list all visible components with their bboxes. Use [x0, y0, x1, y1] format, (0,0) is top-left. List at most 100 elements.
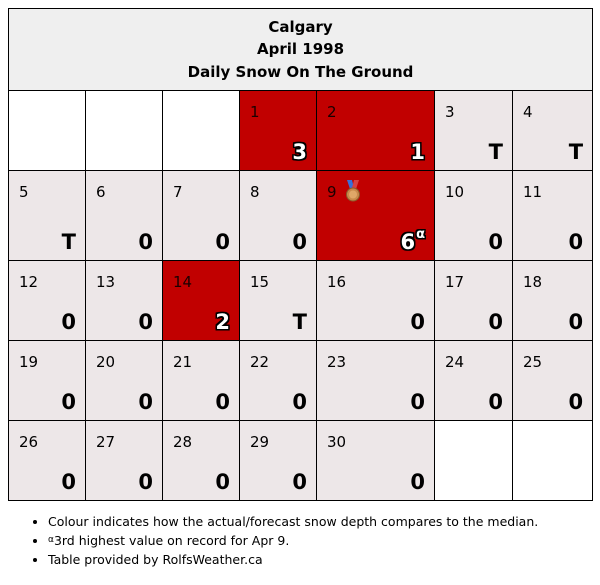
snow-depth-value: 0 [410, 390, 425, 414]
calendar-day-cell: 27 0 [85, 420, 163, 501]
calendar-day-cell: 22 0 [239, 340, 317, 421]
snow-depth-value: T [293, 310, 307, 334]
day-number: 28 [173, 433, 193, 451]
snow-depth-number: 1 [410, 140, 425, 164]
day-number: 13 [96, 273, 116, 291]
snow-depth-number: 0 [292, 390, 307, 414]
calendar-day-cell: 17 0 [434, 260, 513, 341]
note-credit: Table provided by RolfsWeather.ca [48, 550, 538, 569]
snow-depth-value: 0 [215, 230, 230, 254]
calendar-day-cell: 25 0 [511, 340, 594, 421]
snow-depth-number: 0 [568, 390, 584, 414]
day-number: 15 [250, 273, 270, 291]
snow-depth-value: 0 [61, 390, 76, 414]
calendar-day-cell: 18 0 [511, 260, 594, 341]
calendar-empty-cell [434, 420, 513, 501]
snow-depth-number: 0 [292, 230, 307, 254]
record-marker: α [416, 227, 425, 242]
day-number: 25 [523, 353, 543, 371]
day-number: 19 [19, 353, 39, 371]
snow-depth-value: 0 [215, 470, 230, 494]
snow-depth-number: 6 [400, 230, 416, 254]
calendar-day-cell: 20 0 [85, 340, 163, 421]
snow-depth-value: T [569, 140, 583, 164]
snow-depth-number: 2 [215, 310, 230, 334]
city-title: Calgary [268, 17, 333, 36]
snow-depth-number: 0 [568, 310, 584, 334]
calendar-empty-cell [162, 90, 240, 171]
day-number: 5 [19, 183, 29, 201]
day-number: 21 [173, 353, 193, 371]
snow-depth-number: 0 [488, 230, 503, 254]
snow-depth-value: T [62, 230, 76, 254]
day-number: 22 [250, 353, 270, 371]
snow-depth-value: 0 [61, 470, 76, 494]
snow-depth-number: 0 [410, 310, 425, 334]
day-number: 14 [173, 273, 193, 291]
note-credit-text: Table provided by RolfsWeather.ca [48, 552, 263, 567]
day-number: 18 [523, 273, 543, 291]
calendar-empty-cell [85, 90, 163, 171]
snow-depth-value: 0 [488, 230, 503, 254]
snow-depth-number: 0 [568, 230, 584, 254]
day-number: 23 [327, 353, 347, 371]
snow-depth-number: 3 [292, 140, 307, 164]
calendar-day-cell: 16 0 [316, 260, 435, 341]
calendar-day-cell: 29 0 [239, 420, 317, 501]
calendar-day-cell: 21 0 [162, 340, 240, 421]
snow-depth-value: 0 [138, 310, 153, 334]
snow-depth-number: 0 [215, 470, 230, 494]
snow-depth-number: T [292, 310, 307, 334]
snow-depth-number: 0 [410, 470, 425, 494]
calendar-day-cell: 14 2 [162, 260, 240, 341]
snow-depth-value: 0 [568, 310, 583, 334]
snow-depth-value: T [489, 140, 503, 164]
day-number: 1 [250, 103, 260, 121]
snow-depth-number: 0 [61, 470, 76, 494]
calendar-day-cell: 12 0 [8, 260, 86, 341]
snow-depth-value: 0 [292, 390, 307, 414]
note-record: α3rd highest value on record for Apr 9. [48, 531, 538, 550]
calendar-day-cell: 10 0 [434, 170, 513, 261]
snow-depth-value: 1 [410, 140, 425, 164]
day-number: 4 [523, 103, 533, 121]
snow-depth-value: 0 [61, 310, 76, 334]
day-number: 6 [96, 183, 106, 201]
snow-depth-number: 0 [138, 390, 153, 414]
calendar-empty-cell [511, 420, 594, 501]
snow-depth-number: 0 [488, 310, 503, 334]
snow-depth-value: 0 [138, 230, 153, 254]
day-number: 11 [523, 183, 543, 201]
snow-depth-value: 6α [400, 227, 425, 254]
day-number: 3 [445, 103, 455, 121]
snow-calendar-table: Calgary April 1998 Daily Snow On The Gro… [7, 8, 594, 501]
day-number: 10 [445, 183, 465, 201]
snow-depth-number: 0 [488, 390, 503, 414]
calendar-body: 1 3 2 1 3 T 4 T 5 T 6 0 7 0 8 0 9 6α 10 0 11 0 12 0 13 0 14 2 15 T 16 0… [8, 90, 594, 501]
calendar-day-cell: 23 0 [316, 340, 435, 421]
snow-depth-number: 0 [215, 230, 230, 254]
snow-depth-number: 0 [410, 390, 425, 414]
snow-depth-value: 0 [568, 230, 583, 254]
calendar-empty-cell [8, 90, 86, 171]
day-number: 2 [327, 103, 337, 121]
day-number: 9 [327, 183, 337, 201]
snow-depth-value: 0 [410, 470, 425, 494]
day-number: 17 [445, 273, 465, 291]
snow-depth-number: 0 [138, 470, 153, 494]
calendar-week-row: 26 0 27 0 28 0 29 0 30 0 [8, 420, 594, 501]
day-number: 12 [19, 273, 39, 291]
calendar-week-row: 19 0 20 0 21 0 22 0 23 0 24 0 25 0 [8, 340, 594, 421]
snow-depth-value: 0 [215, 390, 230, 414]
notes-list: Colour indicates how the actual/forecast… [22, 512, 538, 569]
snow-depth-value: 0 [410, 310, 425, 334]
snow-depth-value: 2 [215, 310, 230, 334]
calendar-day-cell: 15 T [239, 260, 317, 341]
snow-depth-number: 0 [61, 310, 76, 334]
